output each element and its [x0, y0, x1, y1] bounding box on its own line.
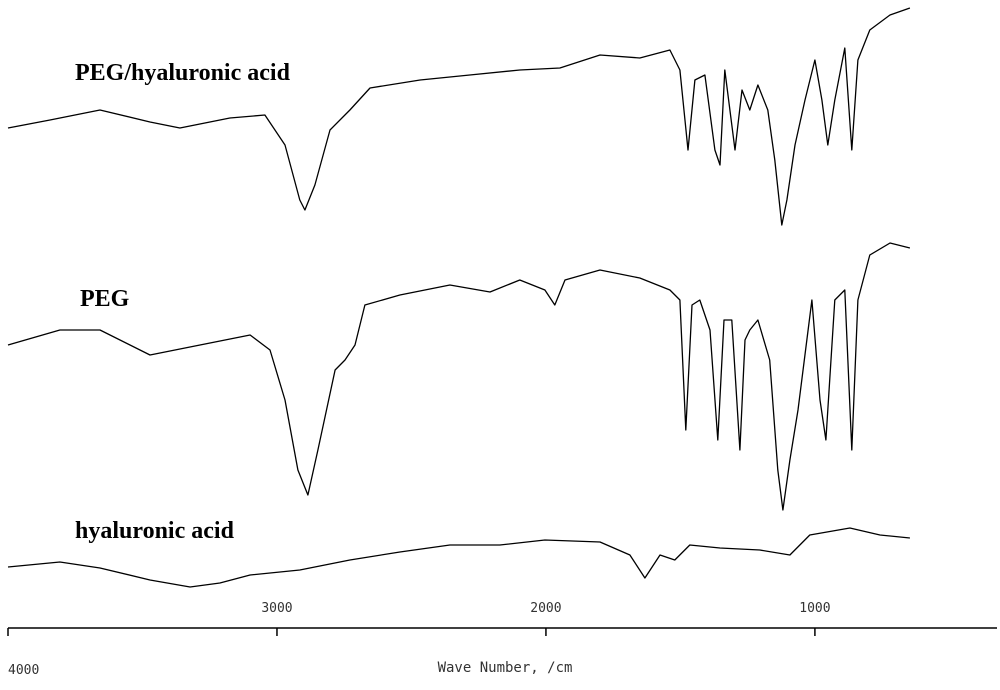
spectrum-line: [7, 527, 910, 588]
series-label: hyaluronic acid: [75, 518, 235, 544]
x-tick-label: 4000: [8, 663, 39, 678]
spectrum-line: [7, 242, 911, 511]
series-label: PEG: [80, 286, 130, 312]
x-axis-title: Wave Number, /cm: [438, 660, 573, 676]
series-label: PEG/hyaluronic acid: [75, 60, 291, 86]
x-tick-label: 2000: [530, 601, 561, 616]
spectrum-line: [7, 7, 911, 226]
x-tick-label: 1000: [799, 601, 830, 616]
x-tick-label: 3000: [261, 601, 292, 616]
